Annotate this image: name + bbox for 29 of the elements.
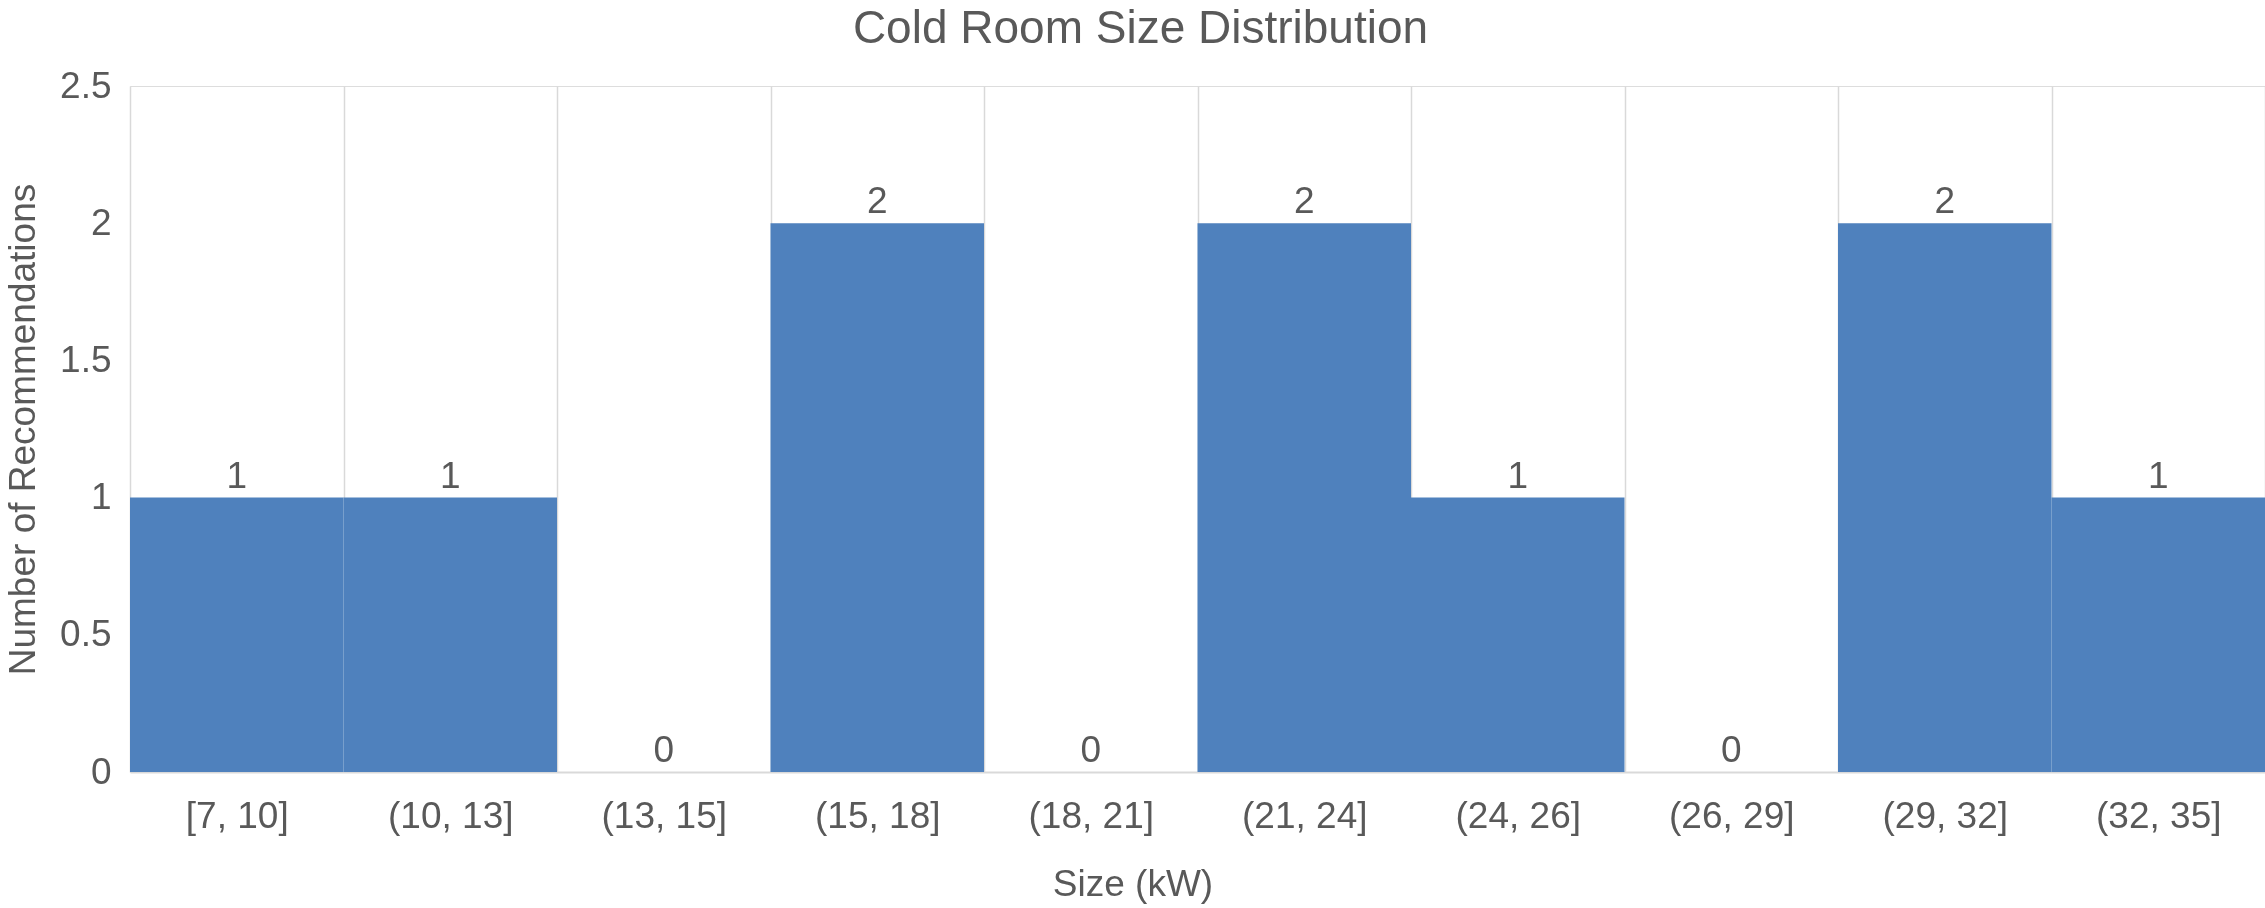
x-tick-label: (10, 13] xyxy=(388,794,514,836)
data-label: 0 xyxy=(1080,729,1102,770)
data-label: 0 xyxy=(1720,729,1742,770)
y-tick-label: 0 xyxy=(90,750,112,792)
x-tick-label: (15, 18] xyxy=(815,794,941,836)
y-axis-title: Number of Recommendations xyxy=(1,183,43,676)
y-tick-label: 0.5 xyxy=(60,613,112,655)
x-tick-label: [7, 10] xyxy=(185,794,289,836)
x-tick-label: (13, 15] xyxy=(601,794,727,836)
x-tick-label: (21, 24] xyxy=(1242,794,1368,836)
chart-title: Cold Room Size Distribution xyxy=(852,1,1429,53)
data-label: 1 xyxy=(226,454,248,496)
data-label: 1 xyxy=(2147,454,2169,496)
x-tick-label: (29, 32] xyxy=(1882,794,2008,836)
y-tick-label: 2.5 xyxy=(60,64,112,106)
y-tick-label: 1 xyxy=(90,476,112,518)
data-label: 0 xyxy=(653,729,675,770)
x-axis-title: Size (kW) xyxy=(1052,862,1214,904)
x-tick-label: (24, 26] xyxy=(1455,794,1581,836)
x-tick-label: (32, 35] xyxy=(2096,794,2222,836)
data-label: 2 xyxy=(1293,180,1315,222)
data-label: 1 xyxy=(1507,454,1529,496)
data-label: 2 xyxy=(1934,180,1956,222)
x-tick-label: (26, 29] xyxy=(1669,794,1795,836)
y-tick-label: 1.5 xyxy=(60,338,112,380)
data-label: 1 xyxy=(439,454,461,496)
x-tick-label: (18, 21] xyxy=(1028,794,1154,836)
y-tick-label: 2 xyxy=(90,201,112,243)
data-label: 2 xyxy=(866,180,888,222)
